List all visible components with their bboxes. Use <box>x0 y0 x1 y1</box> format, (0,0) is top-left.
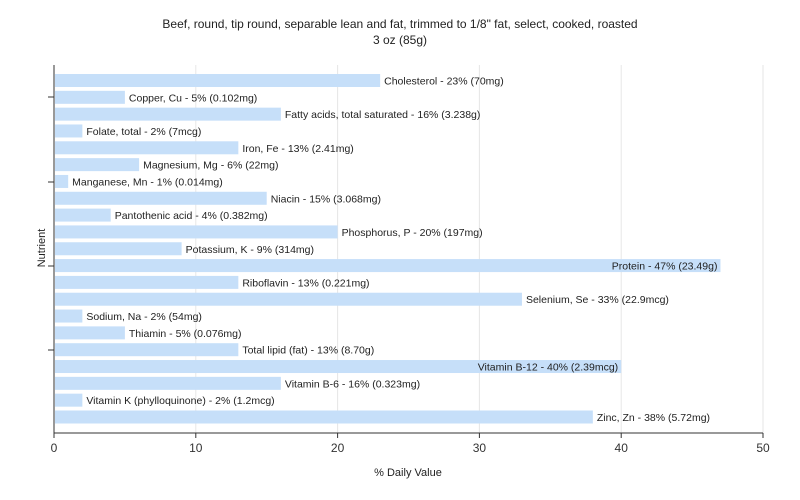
bar <box>55 360 622 374</box>
bar-label: Sodium, Na - 2% (54mg) <box>86 311 202 323</box>
bar <box>55 174 69 188</box>
bar-label: Vitamin K (phylloquinone) - 2% (1.2mcg) <box>86 395 274 407</box>
x-tick-label: 0 <box>51 441 58 455</box>
bar <box>55 410 593 424</box>
bar-label: Selenium, Se - 33% (22.9mcg) <box>526 294 669 306</box>
bar <box>55 259 721 273</box>
x-tick-label: 40 <box>615 441 629 455</box>
bar-label: Vitamin B-12 - 40% (2.39mcg) <box>478 362 618 374</box>
bar-label: Pantothenic acid - 4% (0.382mg) <box>115 210 268 222</box>
bar <box>55 343 239 357</box>
bar-label: Thiamin - 5% (0.076mg) <box>129 328 242 340</box>
bar <box>55 141 239 155</box>
bar <box>55 191 267 205</box>
bar-label: Total lipid (fat) - 13% (8.70g) <box>242 345 374 357</box>
bar <box>55 275 239 289</box>
bar-label: Phosphorus, P - 20% (197mg) <box>342 227 483 239</box>
bar-label: Riboflavin - 13% (0.221mg) <box>242 277 369 289</box>
x-tick-label: 10 <box>189 441 203 455</box>
bar <box>55 225 338 239</box>
x-tick-label: 20 <box>331 441 345 455</box>
chart-title: Beef, round, tip round, separable lean a… <box>0 16 800 48</box>
bar-label: Potassium, K - 9% (314mg) <box>186 244 314 256</box>
chart-subtitle: 3 oz (85g) <box>372 33 428 47</box>
bar <box>55 158 140 172</box>
bar <box>55 242 182 256</box>
axes: 0 10 20 30 40 50 <box>48 65 770 455</box>
bar-label: Zinc, Zn - 38% (5.72mg) <box>597 412 710 424</box>
bar-label: Folate, total - 2% (7mcg) <box>86 126 201 138</box>
bar-label: Niacin - 15% (3.068mg) <box>271 193 381 205</box>
bar <box>55 74 381 87</box>
bar <box>55 292 522 306</box>
bar <box>55 208 111 222</box>
bar-label: Manganese, Mn - 1% (0.014mg) <box>72 176 223 188</box>
bar <box>55 393 83 407</box>
bar <box>55 326 125 340</box>
bar-label: Copper, Cu - 5% (0.102mg) <box>129 92 257 104</box>
bar <box>55 90 125 104</box>
bar-label: Cholesterol - 23% (70mg) <box>384 76 504 88</box>
bar-label: Protein - 47% (23.49g) <box>612 261 718 273</box>
bar-label: Magnesium, Mg - 6% (22mg) <box>143 160 278 172</box>
chart-title-line: Beef, round, tip round, separable lean a… <box>162 17 638 31</box>
x-tick-label: 50 <box>756 441 770 455</box>
y-axis-title: Nutrient <box>36 229 48 268</box>
x-tick-label: 30 <box>473 441 487 455</box>
bars: Cholesterol - 23% (70mg) Copper, Cu - 5% … <box>55 74 721 424</box>
bar <box>55 124 83 138</box>
bar-label: Vitamin B-6 - 16% (0.323mg) <box>285 378 420 390</box>
bar-label: Fatty acids, total saturated - 16% (3.23… <box>285 109 481 121</box>
bar <box>55 107 281 121</box>
bar-label: Iron, Fe - 13% (2.41mg) <box>242 143 353 155</box>
bar <box>55 376 281 390</box>
bar <box>55 309 83 323</box>
x-axis-title: % Daily Value <box>374 467 442 479</box>
